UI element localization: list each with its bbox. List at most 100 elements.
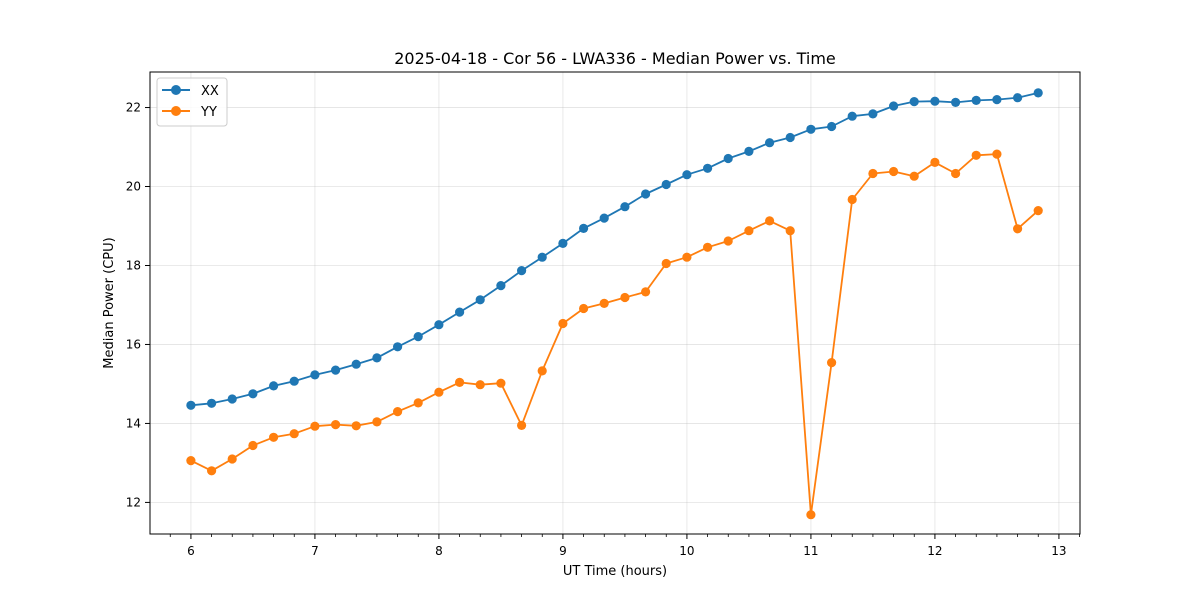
x-axis-label: UT Time (hours) [563, 564, 667, 579]
legend-item-yy: YY [162, 105, 217, 120]
data-point-yy [310, 421, 320, 431]
data-point-yy [475, 380, 485, 390]
data-point-xx [951, 97, 961, 107]
data-point-xx [331, 365, 341, 375]
data-point-xx [661, 179, 671, 190]
data-point-xx [517, 266, 527, 276]
data-point-yy [455, 377, 465, 387]
data-point-yy [930, 157, 940, 167]
data-point-yy [269, 432, 279, 442]
data-point-xx [186, 400, 196, 410]
data-point-xx [868, 109, 878, 119]
legend-label-xx: XX [201, 84, 219, 99]
data-point-xx [351, 359, 361, 369]
data-point-yy [785, 226, 795, 236]
data-point-xx [785, 132, 795, 143]
plot-area-frame [149, 71, 1081, 535]
data-point-yy [372, 417, 382, 427]
data-point-xx [1013, 93, 1023, 103]
data-point-yy [186, 456, 196, 466]
data-point-xx [744, 146, 754, 156]
series-yy [186, 149, 1043, 520]
data-point-xx [723, 153, 733, 164]
data-point-yy [393, 407, 403, 417]
data-point-xx [455, 307, 465, 317]
grid-lines [150, 72, 1080, 534]
y-tick-label: 14 [126, 416, 141, 430]
data-point-xx [599, 213, 609, 223]
data-point-xx [289, 376, 299, 386]
data-point-xx [703, 163, 713, 173]
data-point-yy [827, 358, 837, 368]
data-point-yy [331, 420, 341, 430]
data-point-yy [413, 398, 423, 408]
data-point-xx [579, 223, 589, 233]
data-point-yy [351, 421, 361, 431]
legend-label-yy: YY [200, 105, 217, 120]
data-point-xx [806, 124, 816, 134]
data-point-xx [641, 189, 651, 199]
data-point-xx [620, 202, 630, 212]
x-tick-label: 12 [927, 544, 942, 558]
data-point-yy [227, 454, 237, 464]
data-point-xx [1033, 88, 1043, 98]
legend-marker-xx [171, 85, 181, 95]
data-point-yy [951, 168, 961, 179]
y-tick-label: 12 [126, 495, 141, 509]
data-point-xx [372, 353, 382, 363]
legend: XX YY [156, 77, 228, 127]
x-tick-label: 13 [1051, 544, 1066, 558]
x-tick-label: 11 [803, 544, 818, 558]
data-point-yy [765, 216, 775, 226]
data-point-xx [992, 95, 1002, 105]
data-point-xx [475, 295, 485, 305]
data-point-xx [413, 332, 423, 342]
data-point-yy [248, 440, 258, 451]
data-point-yy [579, 303, 589, 314]
legend-marker-yy [171, 106, 181, 116]
data-point-xx [558, 238, 568, 248]
data-point-xx [765, 138, 775, 148]
data-point-yy [1033, 206, 1043, 216]
data-point-yy [703, 242, 713, 252]
x-tick-label: 9 [559, 544, 567, 558]
data-point-xx [434, 320, 444, 330]
data-point-yy [558, 318, 568, 329]
x-tick-label: 7 [311, 544, 319, 558]
data-point-xx [971, 95, 981, 105]
data-point-yy [744, 226, 754, 236]
data-point-xx [827, 121, 837, 132]
series-layer [186, 88, 1043, 520]
data-point-xx [310, 370, 320, 380]
axis-ticks: 6 7 8 9 10 11 12 13 12 14 16 18 20 22 [126, 101, 1080, 558]
data-point-yy [992, 149, 1002, 159]
data-point-xx [847, 111, 857, 121]
data-point-yy [599, 298, 609, 308]
data-point-yy [496, 378, 506, 388]
data-point-xx [248, 389, 258, 399]
data-point-xx [930, 96, 940, 106]
data-point-yy [517, 420, 527, 430]
x-tick-label: 10 [679, 544, 694, 558]
data-point-yy [207, 466, 217, 476]
data-point-yy [434, 387, 444, 397]
data-point-yy [847, 194, 857, 205]
x-tick-label: 8 [435, 544, 443, 558]
data-point-xx [682, 170, 692, 180]
y-tick-label: 16 [126, 337, 141, 351]
x-tick-label: 6 [187, 544, 195, 558]
y-axis-label: Median Power (CPU) [102, 237, 117, 368]
series-xx [186, 88, 1043, 410]
data-point-yy [723, 236, 733, 246]
data-point-yy [909, 171, 919, 181]
y-tick-label: 22 [126, 101, 141, 115]
data-point-xx [269, 381, 279, 391]
data-point-yy [1013, 224, 1023, 234]
data-point-yy [537, 366, 547, 376]
data-point-yy [889, 166, 899, 177]
data-point-xx [227, 394, 237, 404]
legend-item-xx: XX [162, 84, 219, 99]
data-point-yy [620, 292, 630, 303]
